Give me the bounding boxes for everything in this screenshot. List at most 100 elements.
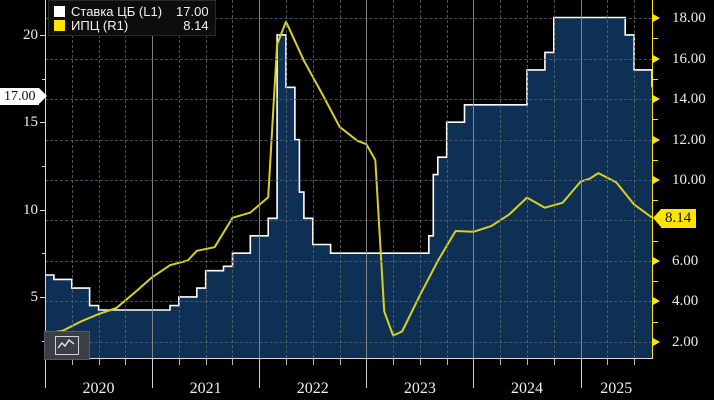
left-axis-minor-tickmark xyxy=(42,253,45,255)
right-axis-tick-label: 16.00 xyxy=(672,50,706,67)
x-axis-tick-label: 2023 xyxy=(403,380,436,397)
right-axis-minor-tickmark xyxy=(653,159,658,161)
x-axis-tickmark xyxy=(71,358,73,365)
legend[interactable]: Ставка ЦБ (L1) 17.00 ИПЦ (R1) 8.14 xyxy=(48,0,216,36)
legend-label-cpi: ИПЦ (R1) xyxy=(71,17,129,33)
chart-type-button[interactable] xyxy=(44,331,90,360)
bottom-axis[interactable]: 2020 2021 2022 2023 2024 2025 xyxy=(0,358,714,400)
gridline-quarter xyxy=(500,0,502,358)
gridline-quarter xyxy=(312,0,314,358)
right-axis-minor-tickmark xyxy=(653,119,658,121)
right-axis-tick-label: 14.00 xyxy=(672,91,706,108)
gridline-quarter xyxy=(393,0,395,358)
gridline-quarter xyxy=(446,0,448,358)
legend-label-rate: Ставка ЦБ (L1) xyxy=(71,3,163,19)
gridline-year xyxy=(152,0,154,358)
x-axis-tickmark xyxy=(393,358,395,365)
legend-value-rate: 17.00 xyxy=(176,3,209,19)
left-axis-tickmark xyxy=(40,122,45,124)
right-axis-tick-label: 18.00 xyxy=(672,10,706,27)
legend-item-rate[interactable]: Ставка ЦБ (L1) 17.00 xyxy=(54,4,209,18)
gridline-quarter xyxy=(71,0,73,358)
gridline-horizontal xyxy=(45,301,652,303)
left-axis-tick-label: 15 xyxy=(23,114,38,131)
right-axis-tickmark xyxy=(653,95,660,104)
plot-area[interactable] xyxy=(45,0,652,358)
gridline-quarter xyxy=(232,0,234,358)
x-axis-tickmark xyxy=(339,358,341,365)
x-axis-year-separator xyxy=(580,358,582,388)
x-axis-tick-label: 2021 xyxy=(189,380,222,397)
x-axis-tickmark xyxy=(98,358,100,365)
left-axis-value-tag: 17.00 xyxy=(0,88,46,105)
x-axis-year-separator xyxy=(259,358,261,388)
x-axis-tickmark xyxy=(553,358,555,365)
right-axis-minor-tickmark xyxy=(653,38,658,40)
gridline-horizontal xyxy=(45,58,652,60)
x-axis-tick-label: 2022 xyxy=(296,380,329,397)
right-axis-minor-tickmark xyxy=(653,78,658,80)
x-axis-tickmark xyxy=(527,358,529,365)
x-axis-tickmark xyxy=(419,358,421,365)
right-axis-minor-tickmark xyxy=(653,321,658,323)
gridline-year xyxy=(259,0,261,358)
left-axis-line xyxy=(45,0,46,358)
x-axis-tickmark xyxy=(500,358,502,365)
left-axis-minor-tickmark xyxy=(42,340,45,342)
gridline-quarter xyxy=(553,0,555,358)
gridline-quarter xyxy=(339,0,341,358)
x-axis-tickmark xyxy=(446,358,448,365)
right-axis-tickmark xyxy=(653,297,660,306)
x-axis-tick-label: 2020 xyxy=(82,380,115,397)
x-axis-tick-label: 2024 xyxy=(511,380,544,397)
right-axis-line xyxy=(652,0,653,358)
x-axis-year-separator xyxy=(152,358,154,388)
right-axis-tickmark xyxy=(653,176,660,184)
gridline-quarter xyxy=(634,0,636,358)
chart-type-icon xyxy=(55,336,79,355)
x-axis-tickmark xyxy=(634,358,636,365)
legend-value-cpi: 8.14 xyxy=(183,17,209,33)
right-axis-tick-label: 6.00 xyxy=(672,252,699,269)
gridline-year xyxy=(366,0,368,358)
right-axis-tick-label: 2.00 xyxy=(672,333,699,350)
gridline-quarter xyxy=(419,0,421,358)
right-axis-tick-label: 10.00 xyxy=(672,172,706,188)
right-axis-value-tag: 8.14 xyxy=(652,209,697,228)
gridline-horizontal xyxy=(45,260,652,262)
right-axis-minor-tickmark xyxy=(653,281,658,283)
right-axis-tickmark xyxy=(653,14,660,23)
gridline-quarter xyxy=(178,0,180,358)
right-axis-tickmark xyxy=(653,337,660,346)
x-axis-tickmark xyxy=(205,358,207,365)
x-axis-tickmark xyxy=(178,358,180,365)
rate-area-fill xyxy=(45,17,652,358)
left-axis-tickmark xyxy=(40,296,45,298)
yellow-square-swatch xyxy=(54,19,65,31)
x-axis-year-separator xyxy=(473,358,475,388)
x-axis-year-separator xyxy=(45,358,46,388)
series-layer xyxy=(45,16,652,358)
gridline-quarter xyxy=(527,0,529,358)
gridline-year xyxy=(473,0,475,358)
gridline-quarter xyxy=(607,0,609,358)
right-axis-tickmark xyxy=(653,54,660,63)
x-axis-year-separator xyxy=(366,358,368,388)
gridline-quarter xyxy=(98,0,100,358)
left-axis-tickmark xyxy=(40,34,45,36)
x-axis-tickmark xyxy=(125,358,127,365)
left-axis-minor-tickmark xyxy=(42,78,45,80)
x-axis-tickmark xyxy=(286,358,287,365)
gridline-quarter xyxy=(125,0,127,358)
gridline-quarter xyxy=(205,0,207,358)
right-axis-minor-tickmark xyxy=(653,200,658,202)
gridline-horizontal xyxy=(45,139,652,141)
left-axis-tick-label: 5 xyxy=(30,288,39,305)
right-axis-tick-label: 12.00 xyxy=(672,131,706,148)
white-square-swatch xyxy=(54,5,65,17)
right-axis-tickmark xyxy=(653,256,660,265)
left-axis-tickmark xyxy=(40,209,45,211)
legend-item-cpi[interactable]: ИПЦ (R1) 8.14 xyxy=(54,18,209,32)
x-axis-tickmark xyxy=(607,358,609,365)
x-axis-tickmark xyxy=(312,358,314,365)
